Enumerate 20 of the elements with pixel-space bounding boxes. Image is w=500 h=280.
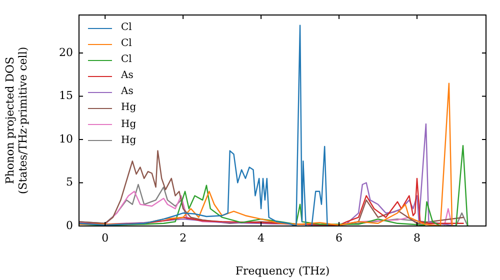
legend-label: Cl — [121, 21, 132, 35]
legend-label: Cl — [121, 37, 132, 52]
x-tick-label: 0 — [102, 231, 109, 244]
legend-label: As — [121, 69, 134, 84]
x-tick-label: 8 — [413, 231, 420, 244]
legend-label: Cl — [121, 53, 132, 68]
x-tick-label: 2 — [180, 231, 187, 244]
y-tick-label: 5 — [66, 176, 73, 189]
x-tick-label: 6 — [336, 231, 343, 244]
x-tick-label: 4 — [258, 231, 265, 244]
y-tick-label: 10 — [59, 132, 73, 146]
legend-label: Hg — [121, 134, 136, 148]
legend-label: Hg — [121, 118, 136, 132]
y-tick-label: 0 — [66, 218, 73, 232]
x-axis-title: Frequency (THz) — [235, 264, 330, 278]
legend-label: As — [121, 85, 134, 100]
y-axis-title: Phonon projected DOS (States/THz·primitive cell) — [3, 46, 30, 194]
legend-label: Hg — [121, 101, 136, 116]
y-tick-label: 15 — [59, 89, 73, 102]
y-tick-label: 20 — [59, 46, 73, 59]
